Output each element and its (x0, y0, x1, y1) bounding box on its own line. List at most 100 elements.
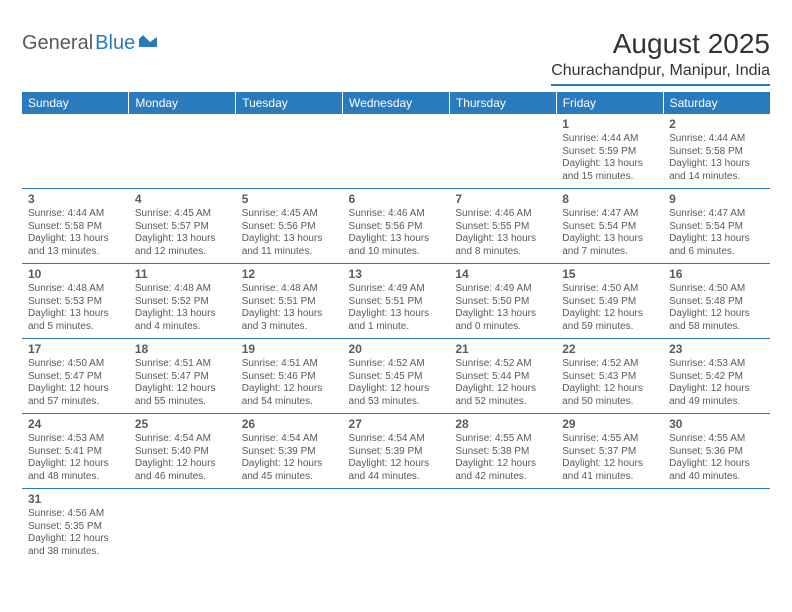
calendar-day-cell: 25Sunrise: 4:54 AMSunset: 5:40 PMDayligh… (129, 414, 236, 489)
day-header: Saturday (663, 92, 770, 114)
sunset-text: Sunset: 5:58 PM (28, 221, 123, 234)
page-location: Churachandpur, Manipur, India (551, 62, 770, 86)
calendar-day-cell: 11Sunrise: 4:48 AMSunset: 5:52 PMDayligh… (129, 264, 236, 339)
calendar-day-cell: 15Sunrise: 4:50 AMSunset: 5:49 PMDayligh… (556, 264, 663, 339)
sunrise-text: Sunrise: 4:47 AM (562, 208, 657, 221)
calendar-day-cell: 30Sunrise: 4:55 AMSunset: 5:36 PMDayligh… (663, 414, 770, 489)
sunset-text: Sunset: 5:40 PM (135, 446, 230, 459)
daylight-text: Daylight: 12 hours and 54 minutes. (242, 383, 337, 408)
day-number: 31 (28, 492, 123, 507)
sunset-text: Sunset: 5:56 PM (349, 221, 444, 234)
sunset-text: Sunset: 5:46 PM (242, 371, 337, 384)
sunset-text: Sunset: 5:54 PM (669, 221, 764, 234)
day-number: 8 (562, 192, 657, 207)
day-number: 4 (135, 192, 230, 207)
day-number: 20 (349, 342, 444, 357)
day-number: 5 (242, 192, 337, 207)
daylight-text: Daylight: 13 hours and 3 minutes. (242, 308, 337, 333)
daylight-text: Daylight: 13 hours and 8 minutes. (455, 233, 550, 258)
sunset-text: Sunset: 5:47 PM (135, 371, 230, 384)
daylight-text: Daylight: 13 hours and 1 minute. (349, 308, 444, 333)
daylight-text: Daylight: 13 hours and 15 minutes. (562, 158, 657, 183)
sunrise-text: Sunrise: 4:51 AM (242, 358, 337, 371)
calendar-table: SundayMondayTuesdayWednesdayThursdayFrid… (22, 92, 770, 563)
daylight-text: Daylight: 13 hours and 6 minutes. (669, 233, 764, 258)
sunset-text: Sunset: 5:47 PM (28, 371, 123, 384)
day-number: 14 (455, 267, 550, 282)
calendar-day-cell: 12Sunrise: 4:48 AMSunset: 5:51 PMDayligh… (236, 264, 343, 339)
day-number: 29 (562, 417, 657, 432)
daylight-text: Daylight: 12 hours and 46 minutes. (135, 458, 230, 483)
calendar-empty-cell (129, 489, 236, 564)
calendar-day-cell: 22Sunrise: 4:52 AMSunset: 5:43 PMDayligh… (556, 339, 663, 414)
sunrise-text: Sunrise: 4:44 AM (562, 133, 657, 146)
calendar-empty-cell (449, 114, 556, 189)
calendar-day-cell: 27Sunrise: 4:54 AMSunset: 5:39 PMDayligh… (343, 414, 450, 489)
day-header: Sunday (22, 92, 129, 114)
calendar-day-cell: 18Sunrise: 4:51 AMSunset: 5:47 PMDayligh… (129, 339, 236, 414)
sunset-text: Sunset: 5:36 PM (669, 446, 764, 459)
sunrise-text: Sunrise: 4:50 AM (562, 283, 657, 296)
calendar-day-cell: 23Sunrise: 4:53 AMSunset: 5:42 PMDayligh… (663, 339, 770, 414)
day-number: 24 (28, 417, 123, 432)
sunrise-text: Sunrise: 4:55 AM (562, 433, 657, 446)
sunrise-text: Sunrise: 4:46 AM (455, 208, 550, 221)
sunset-text: Sunset: 5:56 PM (242, 221, 337, 234)
daylight-text: Daylight: 12 hours and 49 minutes. (669, 383, 764, 408)
day-number: 9 (669, 192, 764, 207)
sunset-text: Sunset: 5:50 PM (455, 296, 550, 309)
day-number: 22 (562, 342, 657, 357)
calendar-day-cell: 3Sunrise: 4:44 AMSunset: 5:58 PMDaylight… (22, 189, 129, 264)
daylight-text: Daylight: 13 hours and 12 minutes. (135, 233, 230, 258)
daylight-text: Daylight: 12 hours and 44 minutes. (349, 458, 444, 483)
sunset-text: Sunset: 5:38 PM (455, 446, 550, 459)
calendar-day-cell: 21Sunrise: 4:52 AMSunset: 5:44 PMDayligh… (449, 339, 556, 414)
sunset-text: Sunset: 5:37 PM (562, 446, 657, 459)
calendar-day-cell: 5Sunrise: 4:45 AMSunset: 5:56 PMDaylight… (236, 189, 343, 264)
calendar-day-cell: 29Sunrise: 4:55 AMSunset: 5:37 PMDayligh… (556, 414, 663, 489)
sunset-text: Sunset: 5:41 PM (28, 446, 123, 459)
calendar-day-cell: 26Sunrise: 4:54 AMSunset: 5:39 PMDayligh… (236, 414, 343, 489)
calendar-empty-cell (343, 489, 450, 564)
sunrise-text: Sunrise: 4:47 AM (669, 208, 764, 221)
calendar-day-cell: 13Sunrise: 4:49 AMSunset: 5:51 PMDayligh… (343, 264, 450, 339)
day-header: Thursday (449, 92, 556, 114)
day-number: 21 (455, 342, 550, 357)
sunset-text: Sunset: 5:42 PM (669, 371, 764, 384)
sunset-text: Sunset: 5:45 PM (349, 371, 444, 384)
sunrise-text: Sunrise: 4:51 AM (135, 358, 230, 371)
calendar-body: 1Sunrise: 4:44 AMSunset: 5:59 PMDaylight… (22, 114, 770, 563)
sunrise-text: Sunrise: 4:49 AM (349, 283, 444, 296)
sunrise-text: Sunrise: 4:46 AM (349, 208, 444, 221)
day-number: 28 (455, 417, 550, 432)
calendar-empty-cell (556, 489, 663, 564)
calendar-week-row: 24Sunrise: 4:53 AMSunset: 5:41 PMDayligh… (22, 414, 770, 489)
daylight-text: Daylight: 12 hours and 59 minutes. (562, 308, 657, 333)
calendar-empty-cell (343, 114, 450, 189)
daylight-text: Daylight: 12 hours and 41 minutes. (562, 458, 657, 483)
day-header: Tuesday (236, 92, 343, 114)
calendar-day-cell: 14Sunrise: 4:49 AMSunset: 5:50 PMDayligh… (449, 264, 556, 339)
calendar-week-row: 1Sunrise: 4:44 AMSunset: 5:59 PMDaylight… (22, 114, 770, 189)
daylight-text: Daylight: 12 hours and 48 minutes. (28, 458, 123, 483)
day-header: Friday (556, 92, 663, 114)
daylight-text: Daylight: 12 hours and 38 minutes. (28, 533, 123, 558)
sunset-text: Sunset: 5:35 PM (28, 521, 123, 534)
sunrise-text: Sunrise: 4:50 AM (28, 358, 123, 371)
calendar-empty-cell (22, 114, 129, 189)
day-number: 16 (669, 267, 764, 282)
sunset-text: Sunset: 5:55 PM (455, 221, 550, 234)
logo-text-blue: Blue (95, 32, 135, 55)
daylight-text: Daylight: 13 hours and 13 minutes. (28, 233, 123, 258)
sunrise-text: Sunrise: 4:52 AM (562, 358, 657, 371)
sunrise-text: Sunrise: 4:52 AM (455, 358, 550, 371)
daylight-text: Daylight: 13 hours and 14 minutes. (669, 158, 764, 183)
day-number: 13 (349, 267, 444, 282)
sunset-text: Sunset: 5:51 PM (349, 296, 444, 309)
daylight-text: Daylight: 12 hours and 58 minutes. (669, 308, 764, 333)
calendar-week-row: 17Sunrise: 4:50 AMSunset: 5:47 PMDayligh… (22, 339, 770, 414)
sunset-text: Sunset: 5:43 PM (562, 371, 657, 384)
page-header: GeneralBlue August 2025 Churachandpur, M… (22, 28, 770, 86)
day-number: 11 (135, 267, 230, 282)
sunset-text: Sunset: 5:54 PM (562, 221, 657, 234)
